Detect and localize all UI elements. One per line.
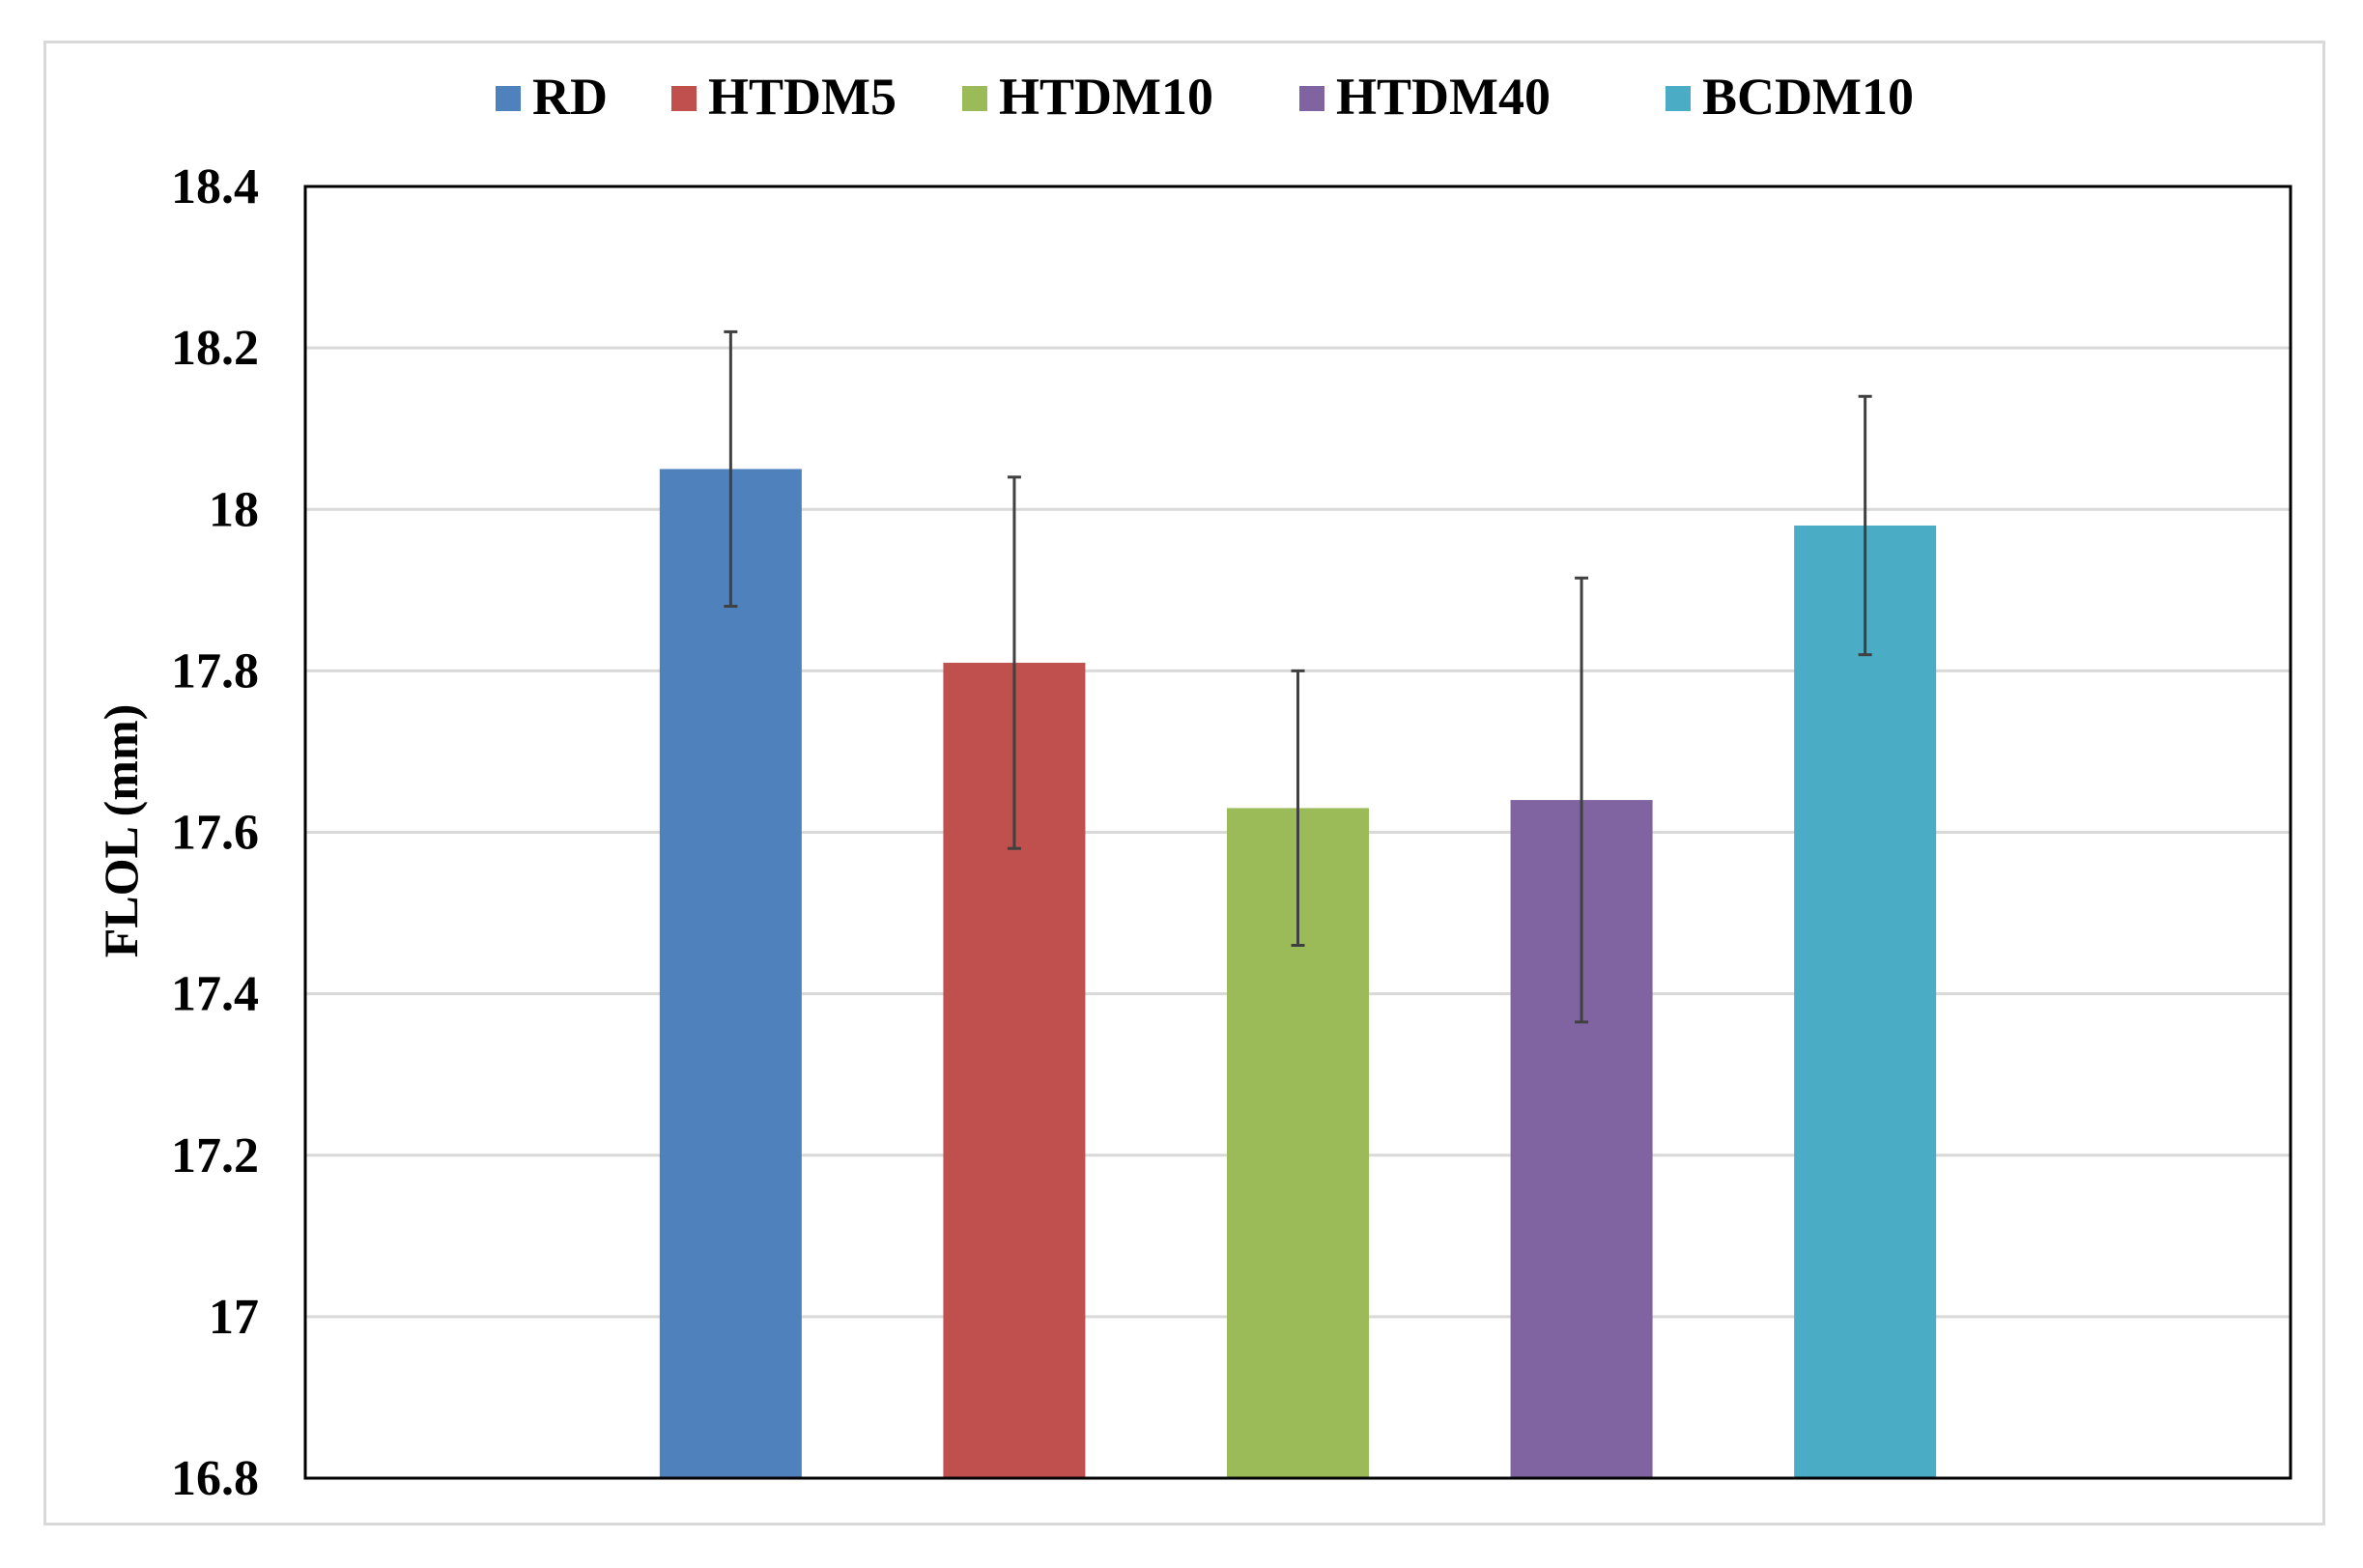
y-tick-label: 17.2 (171, 1128, 259, 1183)
y-tick-label: 18 (209, 482, 259, 537)
y-tick-label: 17.6 (171, 806, 259, 861)
y-tick-label: 18.4 (171, 159, 259, 214)
chart-frame (43, 41, 2325, 1525)
bar-bcdm10 (1794, 525, 1937, 1478)
legend: RD HTDM5 HTDM10 HTDM40 BCDM10 (496, 68, 1914, 126)
legend-item-htdm5: HTDM5 (671, 68, 897, 126)
legend-label: BCDM10 (1702, 68, 1914, 126)
bars (659, 469, 1937, 1478)
y-tick-label: 16.8 (171, 1451, 259, 1506)
legend-swatch (496, 86, 521, 111)
y-tick-label: 18.2 (171, 321, 259, 376)
legend-item-htdm40: HTDM40 (1299, 68, 1551, 126)
y-tick-label: 17.8 (171, 643, 259, 698)
legend-item-rd: RD (496, 68, 608, 126)
legend-item-htdm10: HTDM10 (962, 68, 1213, 126)
legend-swatch (1299, 86, 1324, 111)
y-tick-label: 17.4 (171, 967, 259, 1022)
legend-label: HTDM10 (999, 68, 1213, 126)
plot-area-border (303, 185, 2292, 1480)
legend-item-bcdm10: BCDM10 (1665, 68, 1914, 126)
error-bars (724, 329, 1872, 1024)
legend-label: RD (532, 68, 608, 126)
legend-label: HTDM40 (1336, 68, 1551, 126)
legend-swatch (962, 86, 987, 111)
legend-label: HTDM5 (708, 68, 897, 126)
bar-rd (659, 469, 802, 1478)
y-axis-tick-labels: 16.8 17 17.2 17.4 17.6 17.8 18 18.2 18.4 (171, 159, 259, 1506)
legend-swatch (1665, 86, 1691, 111)
legend-swatch (671, 86, 697, 111)
y-axis-label: FLOL (mm) (94, 704, 148, 957)
y-tick-label: 17 (209, 1290, 259, 1345)
